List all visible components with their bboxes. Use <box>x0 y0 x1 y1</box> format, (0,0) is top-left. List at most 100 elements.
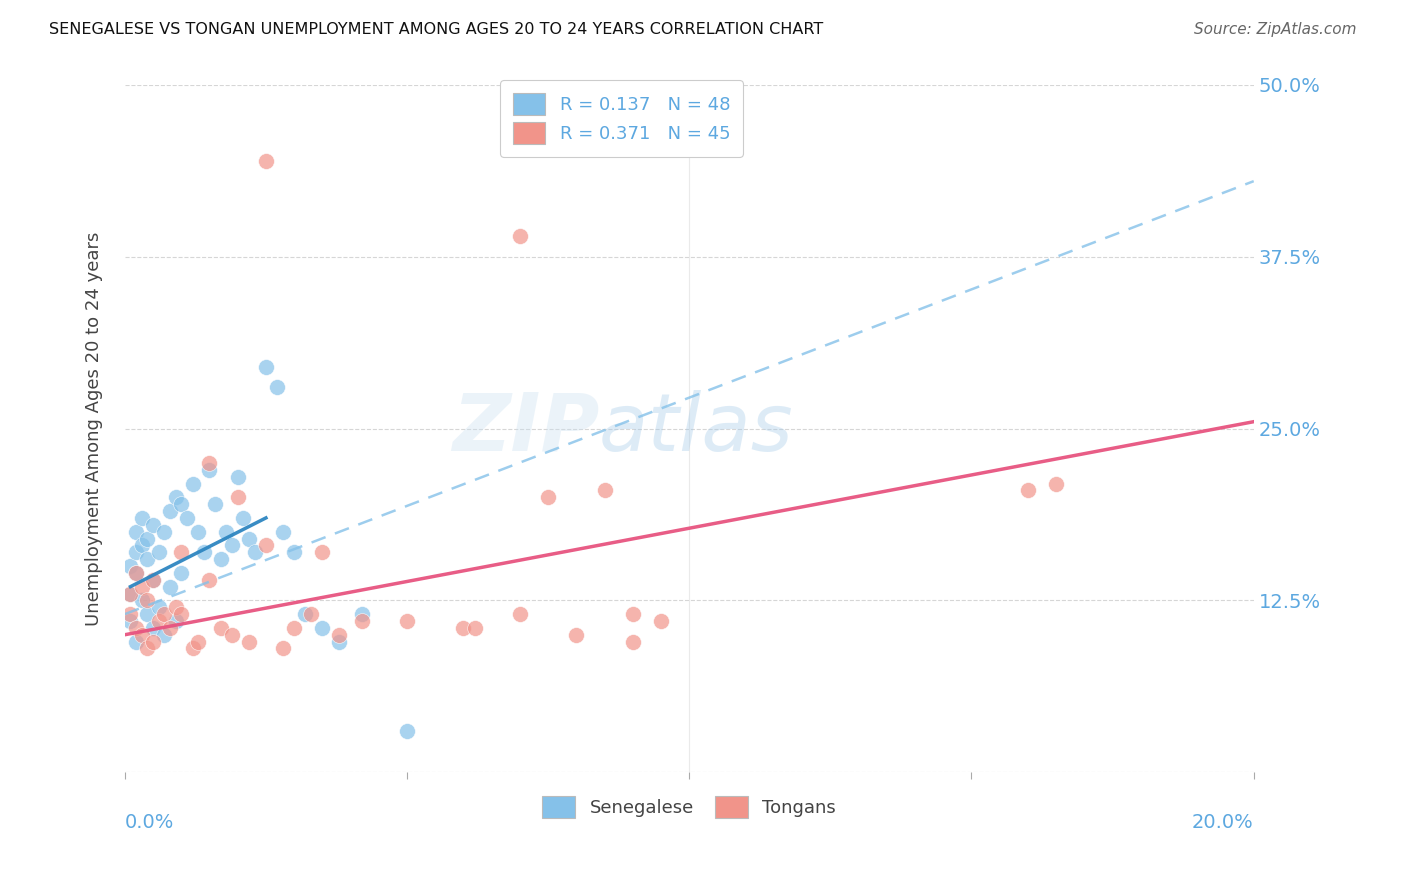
Point <box>159 621 181 635</box>
Point <box>165 600 187 615</box>
Point <box>125 621 148 635</box>
Point <box>153 524 176 539</box>
Point <box>565 628 588 642</box>
Point <box>509 607 531 621</box>
Point <box>187 634 209 648</box>
Point <box>120 607 142 621</box>
Point <box>509 229 531 244</box>
Point <box>1045 476 1067 491</box>
Point <box>142 573 165 587</box>
Point <box>328 634 350 648</box>
Point <box>621 607 644 621</box>
Point <box>131 538 153 552</box>
Point <box>271 524 294 539</box>
Point <box>271 641 294 656</box>
Point <box>136 593 159 607</box>
Legend: Senegalese, Tongans: Senegalese, Tongans <box>536 789 844 825</box>
Point <box>142 573 165 587</box>
Point <box>350 614 373 628</box>
Point <box>593 483 616 498</box>
Point <box>125 524 148 539</box>
Point <box>266 380 288 394</box>
Point <box>170 545 193 559</box>
Point <box>254 359 277 374</box>
Point <box>120 614 142 628</box>
Point <box>328 628 350 642</box>
Point <box>136 607 159 621</box>
Point <box>396 723 419 738</box>
Text: ZIP: ZIP <box>451 390 599 467</box>
Point <box>283 545 305 559</box>
Point <box>131 511 153 525</box>
Y-axis label: Unemployment Among Ages 20 to 24 years: Unemployment Among Ages 20 to 24 years <box>86 231 103 626</box>
Point <box>232 511 254 525</box>
Text: Source: ZipAtlas.com: Source: ZipAtlas.com <box>1194 22 1357 37</box>
Point <box>198 573 221 587</box>
Point <box>350 607 373 621</box>
Point <box>120 586 142 600</box>
Point <box>221 538 243 552</box>
Point <box>153 607 176 621</box>
Point <box>464 621 486 635</box>
Point <box>170 607 193 621</box>
Point <box>621 634 644 648</box>
Point <box>153 628 176 642</box>
Point <box>453 621 475 635</box>
Point <box>136 532 159 546</box>
Point <box>311 621 333 635</box>
Point <box>209 552 232 566</box>
Point <box>170 566 193 580</box>
Point <box>159 504 181 518</box>
Point <box>254 538 277 552</box>
Point <box>131 628 153 642</box>
Point <box>148 600 170 615</box>
Point <box>283 621 305 635</box>
Text: 20.0%: 20.0% <box>1192 814 1254 832</box>
Point <box>125 566 148 580</box>
Point <box>238 634 260 648</box>
Point <box>204 497 226 511</box>
Point <box>142 621 165 635</box>
Point <box>142 634 165 648</box>
Point <box>1017 483 1039 498</box>
Point <box>176 511 198 525</box>
Point <box>181 476 204 491</box>
Point <box>148 545 170 559</box>
Point <box>226 490 249 504</box>
Point <box>125 634 148 648</box>
Point <box>209 621 232 635</box>
Point <box>243 545 266 559</box>
Point <box>159 580 181 594</box>
Point <box>131 593 153 607</box>
Point <box>136 552 159 566</box>
Point <box>187 524 209 539</box>
Point <box>136 641 159 656</box>
Point <box>299 607 322 621</box>
Point <box>537 490 560 504</box>
Point <box>221 628 243 642</box>
Point <box>120 586 142 600</box>
Point <box>396 614 419 628</box>
Point <box>198 456 221 470</box>
Point <box>120 559 142 574</box>
Point <box>294 607 316 621</box>
Point <box>125 545 148 559</box>
Point <box>165 490 187 504</box>
Point <box>165 614 187 628</box>
Point <box>215 524 238 539</box>
Point <box>193 545 215 559</box>
Point <box>181 641 204 656</box>
Point <box>650 614 672 628</box>
Point <box>238 532 260 546</box>
Point <box>148 614 170 628</box>
Point <box>226 469 249 483</box>
Point <box>170 497 193 511</box>
Point <box>131 580 153 594</box>
Point <box>198 463 221 477</box>
Point <box>125 566 148 580</box>
Point <box>254 153 277 168</box>
Text: atlas: atlas <box>599 390 794 467</box>
Point <box>311 545 333 559</box>
Text: SENEGALESE VS TONGAN UNEMPLOYMENT AMONG AGES 20 TO 24 YEARS CORRELATION CHART: SENEGALESE VS TONGAN UNEMPLOYMENT AMONG … <box>49 22 824 37</box>
Point <box>142 517 165 532</box>
